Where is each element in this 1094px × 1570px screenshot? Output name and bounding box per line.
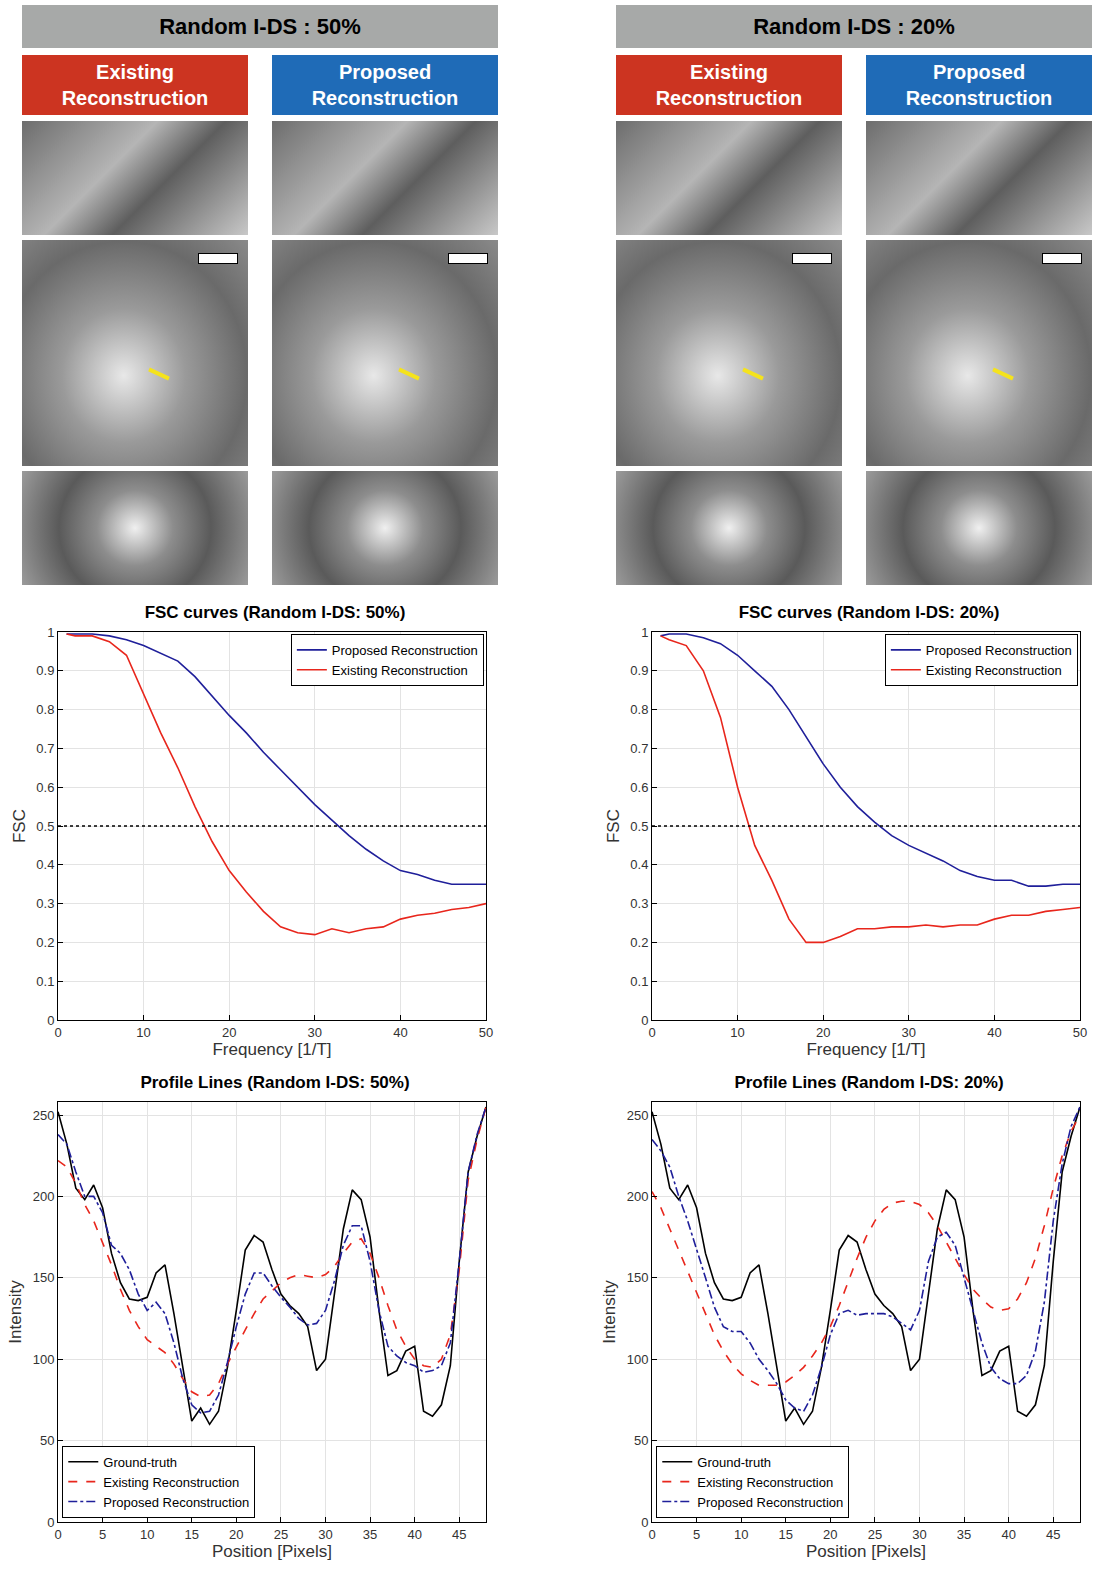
svg-text:Intensity: Intensity (6, 1280, 25, 1344)
svg-text:0.3: 0.3 (36, 896, 54, 911)
svg-text:0: 0 (641, 1515, 648, 1530)
svg-text:FSC curves (Random I-DS: 50%): FSC curves (Random I-DS: 50%) (145, 603, 406, 622)
svg-text:Profile Lines (Random I-DS: 20: Profile Lines (Random I-DS: 20%) (734, 1073, 1003, 1092)
svg-text:Profile Lines (Random I-DS: 50: Profile Lines (Random I-DS: 50%) (140, 1073, 409, 1092)
svg-text:Frequency [1/T]: Frequency [1/T] (212, 1040, 331, 1059)
svg-text:0.5: 0.5 (630, 819, 648, 834)
svg-text:10: 10 (730, 1025, 744, 1040)
svg-text:0: 0 (641, 1013, 648, 1028)
svg-text:0.5: 0.5 (36, 819, 54, 834)
svg-text:35: 35 (363, 1527, 377, 1542)
svg-text:0: 0 (54, 1025, 61, 1040)
svg-text:0.3: 0.3 (630, 896, 648, 911)
svg-text:30: 30 (902, 1025, 916, 1040)
svg-text:Existing Reconstruction: Existing Reconstruction (926, 663, 1062, 678)
svg-text:0.1: 0.1 (36, 974, 54, 989)
svg-text:FSC curves (Random I-DS: 20%): FSC curves (Random I-DS: 20%) (739, 603, 1000, 622)
svg-text:0.2: 0.2 (630, 935, 648, 950)
html-text:Existing Reconstruction: Existing Reconstruction (655, 61, 803, 109)
svg-text:0.2: 0.2 (36, 935, 54, 950)
html-text:Random I-DS : 20%: Random I-DS : 20% (753, 13, 955, 39)
svg-text:35: 35 (957, 1527, 971, 1542)
svg-text:40: 40 (393, 1025, 407, 1040)
svg-text:45: 45 (1046, 1527, 1060, 1542)
html-text:Existing Reconstruction: Existing Reconstruction (61, 61, 209, 109)
svg-text:0.7: 0.7 (36, 741, 54, 756)
svg-text:0: 0 (648, 1527, 655, 1542)
svg-text:200: 200 (33, 1189, 55, 1204)
svg-text:40: 40 (987, 1025, 1001, 1040)
svg-text:0: 0 (47, 1515, 54, 1530)
svg-text:50: 50 (1073, 1025, 1087, 1040)
svg-text:0: 0 (648, 1025, 655, 1040)
svg-text:FSC: FSC (10, 809, 29, 843)
svg-text:30: 30 (308, 1025, 322, 1040)
svg-text:Proposed Reconstruction: Proposed Reconstruction (332, 643, 478, 658)
svg-text:Proposed Reconstruction: Proposed Reconstruction (926, 643, 1072, 658)
svg-text:Existing Reconstruction: Existing Reconstruction (332, 663, 468, 678)
svg-text:10: 10 (140, 1527, 154, 1542)
svg-text:20: 20 (816, 1025, 830, 1040)
svg-text:150: 150 (627, 1270, 649, 1285)
svg-text:0: 0 (47, 1013, 54, 1028)
svg-text:0.7: 0.7 (630, 741, 648, 756)
svg-text:0.9: 0.9 (36, 663, 54, 678)
svg-text:0.8: 0.8 (630, 702, 648, 717)
svg-text:Ground-truth: Ground-truth (103, 1455, 177, 1470)
svg-text:FSC: FSC (604, 809, 623, 843)
svg-text:0.8: 0.8 (36, 702, 54, 717)
svg-text:50: 50 (40, 1433, 54, 1448)
html-text:Proposed Reconstruction: Proposed Reconstruction (311, 61, 459, 109)
svg-text:10: 10 (734, 1527, 748, 1542)
svg-text:40: 40 (1001, 1527, 1015, 1542)
svg-text:50: 50 (479, 1025, 493, 1040)
svg-text:40: 40 (407, 1527, 421, 1542)
svg-text:0.4: 0.4 (630, 857, 648, 872)
svg-text:25: 25 (868, 1527, 882, 1542)
svg-text:0.4: 0.4 (36, 857, 54, 872)
svg-text:0.6: 0.6 (36, 780, 54, 795)
svg-text:250: 250 (33, 1108, 55, 1123)
svg-text:45: 45 (452, 1527, 466, 1542)
svg-text:15: 15 (185, 1527, 199, 1542)
svg-text:Proposed Reconstruction: Proposed Reconstruction (697, 1495, 843, 1510)
svg-text:Ground-truth: Ground-truth (697, 1455, 771, 1470)
svg-text:50: 50 (634, 1433, 648, 1448)
svg-text:Existing Reconstruction: Existing Reconstruction (697, 1475, 833, 1490)
svg-text:100: 100 (33, 1352, 55, 1367)
svg-text:Proposed Reconstruction: Proposed Reconstruction (103, 1495, 249, 1510)
svg-text:150: 150 (33, 1270, 55, 1285)
svg-text:10: 10 (136, 1025, 150, 1040)
svg-text:5: 5 (693, 1527, 700, 1542)
svg-text:1: 1 (47, 625, 54, 640)
svg-text:1: 1 (641, 625, 648, 640)
svg-text:100: 100 (627, 1352, 649, 1367)
svg-text:Position [Pixels]: Position [Pixels] (806, 1542, 926, 1561)
html-text:Random I-DS : 50%: Random I-DS : 50% (159, 13, 361, 39)
svg-text:30: 30 (912, 1527, 926, 1542)
svg-text:0: 0 (54, 1527, 61, 1542)
svg-text:200: 200 (627, 1189, 649, 1204)
svg-text:20: 20 (222, 1025, 236, 1040)
svg-text:250: 250 (627, 1108, 649, 1123)
svg-text:Intensity: Intensity (600, 1280, 619, 1344)
svg-text:0.1: 0.1 (630, 974, 648, 989)
svg-text:5: 5 (99, 1527, 106, 1542)
svg-text:Existing Reconstruction: Existing Reconstruction (103, 1475, 239, 1490)
svg-text:25: 25 (274, 1527, 288, 1542)
svg-text:Frequency [1/T]: Frequency [1/T] (806, 1040, 925, 1059)
html-text:Proposed Reconstruction: Proposed Reconstruction (905, 61, 1053, 109)
svg-text:Position [Pixels]: Position [Pixels] (212, 1542, 332, 1561)
svg-text:0.9: 0.9 (630, 663, 648, 678)
svg-text:30: 30 (318, 1527, 332, 1542)
svg-text:20: 20 (229, 1527, 243, 1542)
svg-text:0.6: 0.6 (630, 780, 648, 795)
svg-text:20: 20 (823, 1527, 837, 1542)
svg-text:15: 15 (779, 1527, 793, 1542)
